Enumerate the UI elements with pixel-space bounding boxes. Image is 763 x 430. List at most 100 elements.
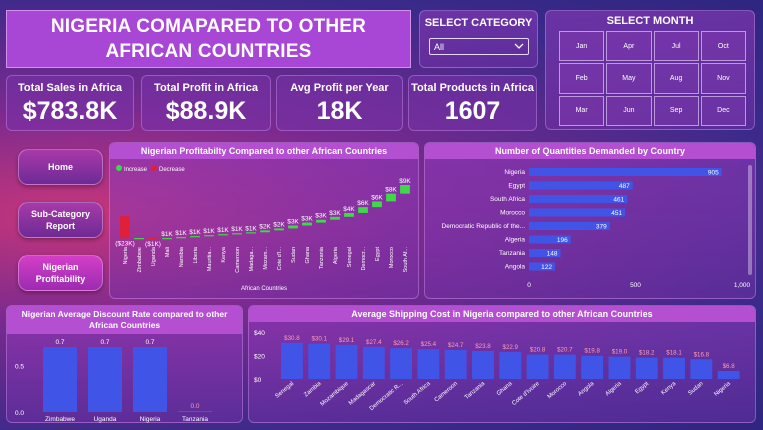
shipping-value-label: $27.4: [366, 339, 382, 346]
shipping-chart-panel: Average Shipping Cost in Nigeria compare…: [248, 305, 756, 423]
shipping-value-label: $30.1: [311, 336, 327, 343]
month-option-dec[interactable]: Dec: [700, 95, 746, 126]
month-option-sep[interactable]: Sep: [653, 95, 699, 126]
shipping-value-label: $16.8: [694, 351, 710, 358]
shipping-value-label: $24.7: [448, 342, 464, 349]
waterfall-category-label: Algeria: [333, 246, 339, 264]
subcategory-report-button[interactable]: Sub-Category Report: [18, 202, 103, 238]
discount-category-label: Tanzania: [182, 416, 208, 423]
month-option-apr[interactable]: Apr: [606, 31, 652, 62]
waterfall-chart: Increase Decrease ($23K)Nigeria Zimbabwe($1…: [115, 165, 411, 292]
kpi-total-products: Total Products in Africa 1607: [408, 75, 537, 131]
shipping-bar: [526, 354, 549, 379]
discount-bar-chart: 0.5 0.0 0.7 Zimbabwe 0.7 Uganda 0.7 Nigeria 0.0 T…: [15, 339, 212, 423]
waterfall-category-label: Madaga...: [249, 247, 255, 272]
kpi-total-sales: Total Sales in Africa $783.8K: [6, 75, 134, 131]
discount-bar: [43, 347, 77, 412]
nigerian-profitability-button[interactable]: Nigerian Profitability: [18, 255, 103, 291]
month-option-mar[interactable]: Mar: [559, 95, 605, 126]
discount-category-label: Nigeria: [140, 416, 161, 423]
month-option-oct[interactable]: Oct: [700, 31, 746, 62]
kpi-label: Total Profit in Africa: [154, 82, 258, 94]
page-title-box: NIGERIA COMAPARED TO OTHER AFRICAN COUNT…: [6, 10, 411, 68]
y-tick-label: $40: [254, 330, 265, 337]
category-label: South Africa: [490, 196, 525, 203]
shipping-bar: [581, 355, 604, 379]
waterfall-bar: [148, 238, 158, 240]
month-option-aug[interactable]: Aug: [653, 63, 699, 94]
quantity-bar: [529, 249, 561, 257]
category-dropdown[interactable]: All: [429, 38, 529, 55]
shipping-bar: [635, 357, 658, 379]
waterfall-bar: [400, 185, 410, 194]
shipping-value-label: $22.9: [503, 344, 519, 351]
chart-title: Nigerian Average Discount Rate compared …: [7, 306, 242, 334]
waterfall-value-label: $3K: [301, 216, 313, 223]
kpi-value: $88.9K: [165, 97, 247, 125]
waterfall-value-label: $4K: [343, 206, 355, 213]
shipping-bar: [362, 346, 385, 379]
home-button[interactable]: Home: [18, 149, 103, 185]
quantity-value-label: 196: [557, 237, 568, 244]
waterfall-category-label: Morocco: [389, 247, 395, 268]
waterfall-category-label: Mali: [165, 247, 171, 257]
waterfall-value-label: $1K: [217, 227, 229, 234]
waterfall-value-label: $6K: [357, 200, 369, 207]
shipping-value-label: $18.1: [666, 350, 682, 357]
shipping-category-label: Tanzania: [464, 381, 487, 401]
waterfall-bar: [246, 232, 256, 234]
shipping-bar-chart: $40 $20 $0 $30.8 Senegal $30.1 Zambia $29.1 Moza…: [254, 330, 740, 412]
waterfall-category-label: Cote d'I...: [277, 247, 283, 271]
quantity-value-label: 122: [541, 264, 552, 271]
month-option-jul[interactable]: Jul: [653, 31, 699, 62]
kpi-label: Total Sales in Africa: [18, 82, 122, 94]
waterfall-chart-panel: Nigerian Profitabilty Compared to other …: [109, 142, 419, 299]
shipping-value-label: $30.8: [284, 335, 300, 342]
kpi-value: $783.8K: [22, 97, 118, 125]
shipping-category-label: Senegal: [274, 381, 295, 400]
month-option-may[interactable]: May: [606, 63, 652, 94]
category-slicer-label: SELECT CATEGORY: [424, 17, 533, 29]
waterfall-value-label: ($23K): [115, 240, 135, 247]
waterfall-category-label: Egypt: [375, 247, 381, 262]
y-tick-label: 0.0: [15, 410, 24, 417]
quantity-bar: [529, 235, 571, 244]
shipping-value-label: $20.8: [530, 347, 546, 354]
discount-bar: [178, 411, 212, 412]
quantity-bar: [529, 195, 628, 203]
waterfall-value-label: $1K: [161, 231, 173, 238]
shipping-value-label: $26.2: [393, 340, 409, 347]
shipping-value-label: $23.8: [475, 343, 491, 350]
kpi-value: 1607: [444, 97, 501, 125]
x-axis-title: African Countries: [241, 286, 287, 292]
month-option-jun[interactable]: Jun: [606, 95, 652, 126]
month-option-nov[interactable]: Nov: [700, 63, 746, 94]
month-option-jan[interactable]: Jan: [559, 31, 605, 62]
y-tick-label: $20: [254, 354, 265, 361]
waterfall-bar: [274, 228, 284, 231]
shipping-category-label: Mozambique: [320, 381, 351, 408]
shipping-bar: [608, 356, 631, 379]
waterfall-category-label: Nigeria: [123, 246, 129, 264]
discount-category-label: Uganda: [94, 416, 117, 423]
category-label: Algeria: [505, 237, 526, 244]
category-label: Egypt: [508, 183, 525, 190]
waterfall-bar: [344, 212, 354, 217]
shipping-category-label: Angola: [577, 381, 596, 398]
category-dropdown-value: All: [434, 41, 445, 52]
discount-value-label: 0.7: [55, 339, 64, 346]
month-option-feb[interactable]: Feb: [559, 63, 605, 94]
shipping-bar: [553, 354, 576, 379]
discount-value-label: 0.7: [145, 339, 154, 346]
quantity-value-label: 905: [708, 170, 719, 177]
shipping-bar: [690, 359, 713, 379]
kpi-value: 18K: [316, 97, 363, 125]
waterfall-category-label: Ghana: [305, 246, 311, 263]
shipping-value-label: $19.0: [612, 349, 628, 356]
discount-category-label: Zimbabwe: [45, 416, 75, 423]
shipping-bar: [417, 349, 440, 379]
quantity-chart-panel: Number of Quantities Demanded by Country…: [424, 142, 756, 299]
waterfall-category-label: Sudan: [291, 247, 297, 263]
month-slicer: SELECT MONTH Jan Apr Jul Oct Feb May Aug Nov Mar…: [545, 10, 755, 130]
discount-value-label: 0.0: [190, 403, 199, 410]
